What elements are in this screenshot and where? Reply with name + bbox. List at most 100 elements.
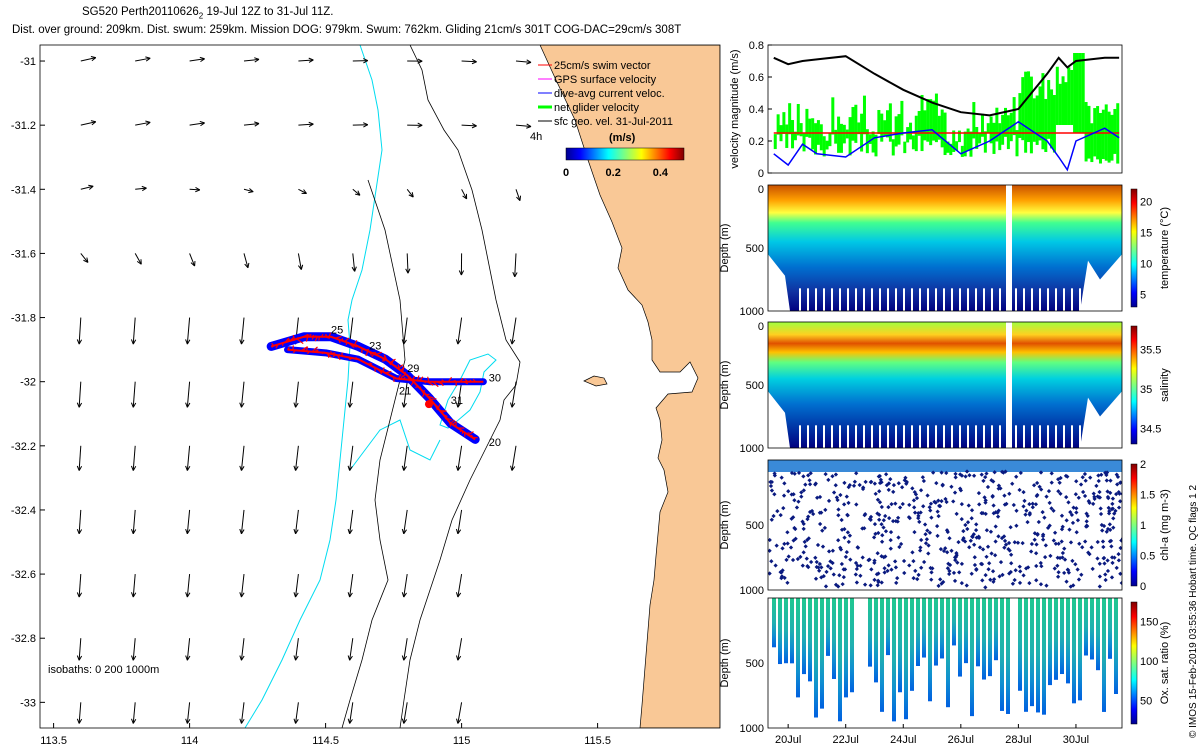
day-label: 23 [369, 341, 381, 353]
current-vector [511, 317, 517, 345]
current-vector [461, 124, 477, 127]
chla-point [789, 492, 794, 497]
chla-point [1006, 540, 1012, 546]
chla-point [931, 470, 936, 475]
chla-point [961, 528, 966, 534]
current-vector-head [455, 528, 462, 535]
oxygen-cast [916, 598, 920, 666]
chla-point [992, 470, 997, 475]
current-vector-head [351, 266, 357, 272]
colorbar-tick-label: 1.5 [1140, 490, 1155, 502]
current-vector-head [76, 465, 83, 471]
chla-point [1064, 495, 1069, 500]
chla-point [993, 553, 998, 558]
chla-point [928, 565, 933, 571]
chla-point [1049, 480, 1054, 485]
net-velocity-bar [1004, 107, 1007, 137]
chla-point [1071, 583, 1076, 588]
chla-point [1120, 491, 1122, 496]
net-velocity-bar [1018, 93, 1022, 138]
chla-point [814, 559, 819, 565]
chla-point [1051, 538, 1056, 543]
net-velocity-bar [929, 99, 933, 146]
current-vector [349, 445, 354, 471]
chla-point [915, 576, 920, 582]
chla-point [900, 485, 905, 490]
chla-point [937, 503, 943, 509]
chla-point [1034, 578, 1039, 583]
chla-point [1053, 541, 1058, 546]
chla-point [781, 505, 786, 511]
oxygen-cast [1066, 598, 1070, 684]
chart-title: SG520 Perth201106262 19-Jul 12Z to 31-Ju… [82, 6, 334, 21]
chla-point [952, 578, 958, 584]
chla-point [886, 487, 891, 493]
chla-point [883, 513, 888, 519]
date-tick-label: 28Jul [1005, 734, 1031, 746]
current-vector [349, 638, 354, 661]
glider-track [266, 332, 487, 444]
current-vector-head [462, 193, 468, 200]
net-velocity-bar [966, 128, 970, 151]
net-velocity-bar [1035, 95, 1039, 145]
chla-point [775, 509, 780, 514]
oxygen-cast [796, 598, 800, 698]
chla-point [818, 521, 823, 527]
chla-point [954, 511, 959, 517]
chla-point [1027, 501, 1032, 507]
chla-point [825, 563, 831, 569]
chla-point [1040, 534, 1046, 539]
chla-point [969, 571, 974, 576]
chla-point [944, 499, 949, 505]
chla-point [893, 518, 899, 524]
isobath-0-coast [244, 45, 383, 728]
chla-point [959, 516, 964, 522]
net-velocity-bar [923, 110, 927, 141]
map-ytick-label: -32 [20, 377, 36, 389]
oxygen-cast [1042, 598, 1046, 715]
chla-point [1091, 491, 1096, 496]
chla-point [872, 577, 877, 582]
chla-point [782, 481, 787, 486]
date-tick-label: 26Jul [948, 734, 974, 746]
chla-point [1032, 537, 1037, 542]
net-velocity-bar [888, 103, 892, 142]
chla-point [993, 539, 998, 544]
chla-point [879, 580, 884, 585]
current-vector [186, 445, 191, 471]
chla-point [1110, 496, 1116, 501]
depth-ylabel: Depth (m) [719, 501, 731, 550]
current-vector [186, 509, 191, 534]
chla-point [1080, 489, 1086, 495]
chla-point [893, 565, 899, 570]
chla-point [1017, 580, 1023, 586]
net-velocity-bar [880, 113, 884, 142]
net-velocity-bar [980, 113, 984, 137]
oxygen-cast [1000, 598, 1004, 711]
chla-point [836, 507, 841, 512]
net-velocity-bar [1110, 114, 1114, 161]
chla-point [1039, 564, 1044, 569]
chla-point [1043, 543, 1048, 548]
net-velocity-bar [845, 129, 849, 139]
chla-point [817, 568, 822, 573]
chla-point [980, 578, 985, 583]
current-vector [186, 574, 191, 598]
colorbar-label: salinity [1159, 368, 1171, 402]
speed-colorbar [565, 147, 685, 161]
velocity-panel: 0 0.2 0.4 0.6 0.8 velocity magnitude (m/s) [729, 40, 1123, 180]
net-velocity-bar [1029, 76, 1033, 154]
current-vector-head [455, 402, 462, 408]
current-vector [457, 638, 463, 661]
chla-point [830, 474, 835, 479]
chla-panel: 500 1000 Depth (m) 0 0.5 1 1.5 2 chl-a (mg m-3) [719, 459, 1171, 597]
current-vector-head [363, 122, 369, 128]
chla-point [963, 522, 968, 528]
depth-tick-label: 1000 [740, 443, 764, 455]
net-velocity-bar [1044, 98, 1048, 152]
chla-point [1091, 501, 1096, 506]
chla-point [823, 472, 828, 477]
net-velocity-bar [897, 114, 901, 145]
current-vector [132, 702, 136, 724]
